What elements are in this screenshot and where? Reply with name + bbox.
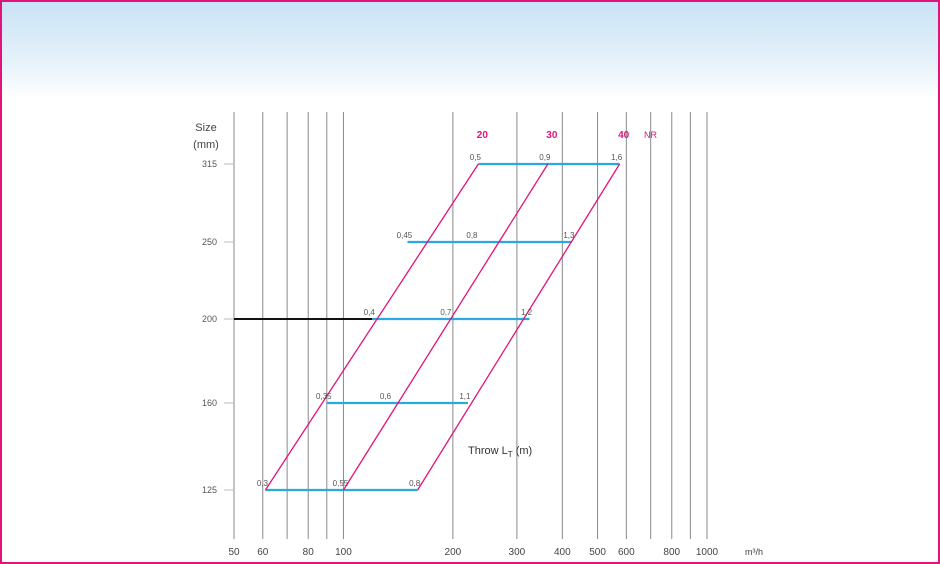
nr-line-30: [342, 163, 549, 491]
y-tick-label: 315: [202, 159, 217, 169]
nr-series-label: 40: [618, 130, 630, 141]
x-tick-label: 300: [509, 547, 526, 558]
y-tick-label: 160: [202, 398, 217, 408]
throw-value-label: 0,45: [397, 231, 413, 240]
throw-value-label: 0,8: [409, 479, 421, 488]
throw-lines: [234, 162, 620, 492]
x-axis-unit: m³/h: [745, 547, 763, 557]
throw-value-label: 1,1: [459, 392, 471, 401]
header-banner: [2, 2, 938, 98]
value-labels: 0,5 0,9 1,6 0,45 0,8 1,3 0,4 0,7 1,2 0,35 0,6 1,1 0,…: [257, 153, 623, 488]
throw-value-label: 0,7: [440, 308, 452, 317]
throw-value-label: 0,5: [470, 153, 482, 162]
x-tick-label: 400: [554, 547, 571, 558]
x-tick-label: 60: [257, 547, 269, 558]
x-tick-label: 50: [228, 547, 240, 558]
throw-value-label: 1,2: [521, 308, 533, 317]
throw-value-label: 0,4: [364, 308, 376, 317]
throw-value-label: 1,6: [611, 153, 623, 162]
nr-lines: 20 30 40: [264, 130, 630, 491]
throw-value-label: 0,8: [466, 231, 478, 240]
throw-value-label: 0,3: [257, 479, 269, 488]
x-tick-label: 80: [303, 547, 315, 558]
nr-series-label: 30: [546, 130, 558, 141]
x-tick-label: 200: [445, 547, 462, 558]
x-tick-label: 1000: [696, 547, 719, 558]
y-tick-label: 125: [202, 485, 217, 495]
throw-value-label: 0,9: [539, 153, 551, 162]
throw-value-label: 0,35: [316, 392, 332, 401]
throw-value-label: 0,55: [333, 479, 349, 488]
x-tick-label: 600: [618, 547, 635, 558]
x-tick-label: 100: [335, 547, 352, 558]
x-tick-label: 500: [589, 547, 606, 558]
throw-value-label: 0,6: [380, 392, 392, 401]
throw-annotation: Throw LT (m): [468, 445, 532, 459]
y-tick-label: 200: [202, 314, 217, 324]
nr-label: NR: [644, 130, 657, 140]
y-axis-label: Size: [195, 122, 216, 134]
nr-line-20: [264, 163, 479, 491]
nr-line-40: [417, 163, 621, 491]
nr-series-label: 20: [477, 130, 489, 141]
gridlines: 50 60 80 100 200 300 400 500 600 800 1000315250200…: [202, 112, 719, 558]
y-axis-unit: (mm): [193, 139, 219, 151]
throw-value-label: 1,3: [563, 231, 575, 240]
y-tick-label: 250: [202, 237, 217, 247]
x-tick-label: 800: [663, 547, 680, 558]
